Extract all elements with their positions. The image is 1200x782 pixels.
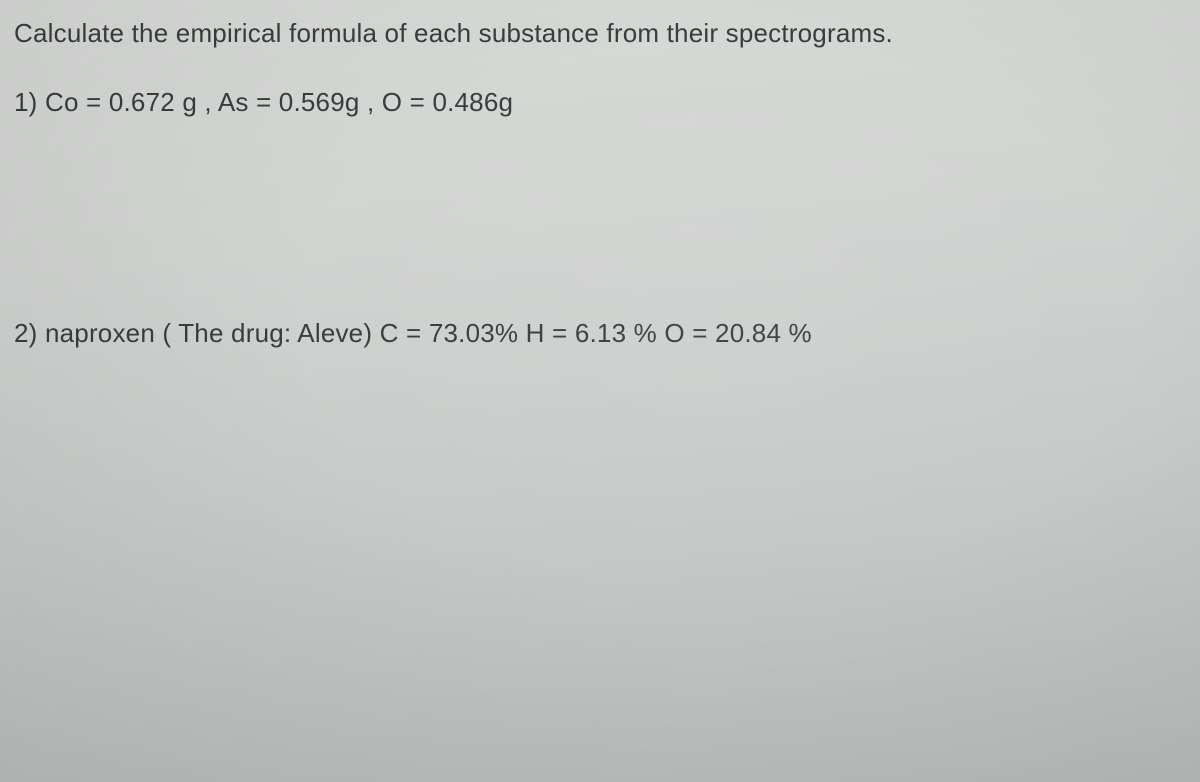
problem-2: 2) naproxen ( The drug: Aleve) C = 73.03… bbox=[14, 318, 1186, 349]
problem-2-text: naproxen ( The drug: Aleve) C = 73.03% H… bbox=[45, 318, 812, 348]
problem-1-number: 1) bbox=[14, 87, 38, 117]
problem-1: 1) Co = 0.672 g , As = 0.569g , O = 0.48… bbox=[14, 87, 1186, 118]
problem-1-text: Co = 0.672 g , As = 0.569g , O = 0.486g bbox=[45, 87, 513, 117]
instruction-text: Calculate the empirical formula of each … bbox=[14, 18, 1186, 49]
problem-2-number: 2) bbox=[14, 318, 38, 348]
document-content: Calculate the empirical formula of each … bbox=[14, 18, 1186, 349]
